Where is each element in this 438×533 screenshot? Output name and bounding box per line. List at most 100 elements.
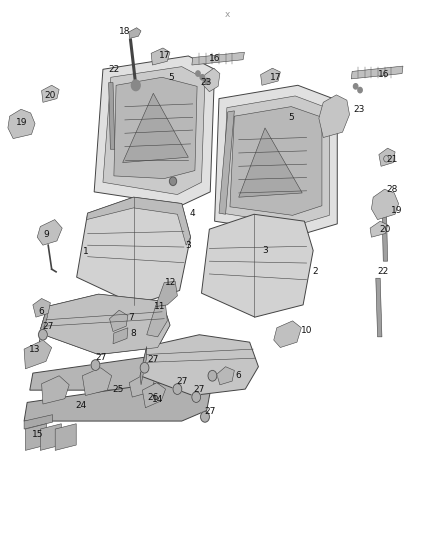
Polygon shape xyxy=(24,340,52,369)
Text: 24: 24 xyxy=(75,401,87,409)
Circle shape xyxy=(201,411,209,422)
Polygon shape xyxy=(24,415,53,429)
Polygon shape xyxy=(114,77,197,179)
Polygon shape xyxy=(39,306,47,342)
Text: 1: 1 xyxy=(82,247,88,256)
Text: 19: 19 xyxy=(16,118,28,127)
Polygon shape xyxy=(25,424,46,450)
Circle shape xyxy=(358,87,362,93)
Text: 4: 4 xyxy=(190,209,195,217)
Text: 5: 5 xyxy=(168,73,174,82)
Polygon shape xyxy=(147,305,167,337)
Circle shape xyxy=(91,360,100,370)
Polygon shape xyxy=(87,197,191,245)
Polygon shape xyxy=(55,424,76,450)
Polygon shape xyxy=(39,294,170,354)
Text: 20: 20 xyxy=(380,225,391,233)
Text: 5: 5 xyxy=(288,113,294,122)
Text: 2: 2 xyxy=(313,268,318,276)
Circle shape xyxy=(290,221,296,229)
Polygon shape xyxy=(371,189,399,220)
Polygon shape xyxy=(239,128,302,197)
Text: 28: 28 xyxy=(386,185,398,193)
Text: 12: 12 xyxy=(165,278,177,287)
Text: 27: 27 xyxy=(194,385,205,393)
Polygon shape xyxy=(24,379,210,421)
Text: 3: 3 xyxy=(185,241,191,249)
Polygon shape xyxy=(382,204,388,261)
Polygon shape xyxy=(201,214,313,317)
Circle shape xyxy=(205,78,209,84)
Polygon shape xyxy=(223,96,329,225)
Text: 9: 9 xyxy=(43,230,49,239)
Polygon shape xyxy=(379,148,395,166)
Circle shape xyxy=(131,80,140,91)
Circle shape xyxy=(170,177,177,185)
Polygon shape xyxy=(261,68,280,85)
Text: 27: 27 xyxy=(95,353,106,361)
Polygon shape xyxy=(110,310,128,332)
Polygon shape xyxy=(140,335,258,395)
Polygon shape xyxy=(42,85,59,102)
Polygon shape xyxy=(103,67,205,195)
Circle shape xyxy=(208,370,217,381)
Text: 22: 22 xyxy=(378,268,389,276)
Text: 23: 23 xyxy=(200,78,212,87)
Text: x: x xyxy=(225,11,230,19)
Text: 18: 18 xyxy=(119,28,131,36)
Circle shape xyxy=(192,392,201,402)
Polygon shape xyxy=(140,346,147,385)
Text: 16: 16 xyxy=(378,70,389,79)
Polygon shape xyxy=(142,383,166,408)
Polygon shape xyxy=(376,278,382,337)
Text: 11: 11 xyxy=(154,302,166,311)
Circle shape xyxy=(140,362,149,373)
Text: 16: 16 xyxy=(209,54,220,63)
Text: 10: 10 xyxy=(301,326,312,335)
Text: 27: 27 xyxy=(205,407,216,416)
Circle shape xyxy=(200,75,205,80)
Polygon shape xyxy=(230,107,322,215)
Polygon shape xyxy=(217,367,234,385)
Text: 23: 23 xyxy=(353,105,365,114)
Polygon shape xyxy=(113,328,128,344)
Polygon shape xyxy=(123,93,188,163)
Polygon shape xyxy=(319,95,350,138)
Text: 7: 7 xyxy=(128,313,134,321)
Text: 27: 27 xyxy=(176,377,187,385)
Text: 17: 17 xyxy=(159,52,170,60)
Polygon shape xyxy=(151,48,170,65)
Text: 19: 19 xyxy=(391,206,402,215)
Polygon shape xyxy=(192,52,244,65)
Polygon shape xyxy=(37,220,62,245)
Polygon shape xyxy=(40,424,61,450)
Polygon shape xyxy=(155,281,177,306)
Polygon shape xyxy=(351,66,403,79)
Polygon shape xyxy=(39,294,170,354)
Polygon shape xyxy=(129,28,141,38)
Polygon shape xyxy=(219,111,234,214)
Polygon shape xyxy=(129,374,154,397)
Text: 26: 26 xyxy=(148,393,159,401)
Circle shape xyxy=(39,329,47,340)
Polygon shape xyxy=(77,197,191,305)
Text: 22: 22 xyxy=(108,65,120,74)
Text: 27: 27 xyxy=(148,356,159,364)
Circle shape xyxy=(196,71,200,76)
Text: 14: 14 xyxy=(152,395,163,404)
Polygon shape xyxy=(109,83,115,149)
Polygon shape xyxy=(82,368,112,395)
Polygon shape xyxy=(274,321,301,348)
Polygon shape xyxy=(33,298,50,317)
Text: 20: 20 xyxy=(45,92,56,100)
Circle shape xyxy=(173,384,182,394)
Polygon shape xyxy=(30,353,195,390)
Text: 8: 8 xyxy=(131,329,137,337)
Text: 21: 21 xyxy=(386,156,398,164)
Polygon shape xyxy=(215,85,337,235)
Text: 15: 15 xyxy=(32,430,43,439)
Text: 25: 25 xyxy=(113,385,124,393)
Text: 17: 17 xyxy=(270,73,282,82)
Text: 6: 6 xyxy=(236,372,242,380)
Polygon shape xyxy=(370,221,388,237)
